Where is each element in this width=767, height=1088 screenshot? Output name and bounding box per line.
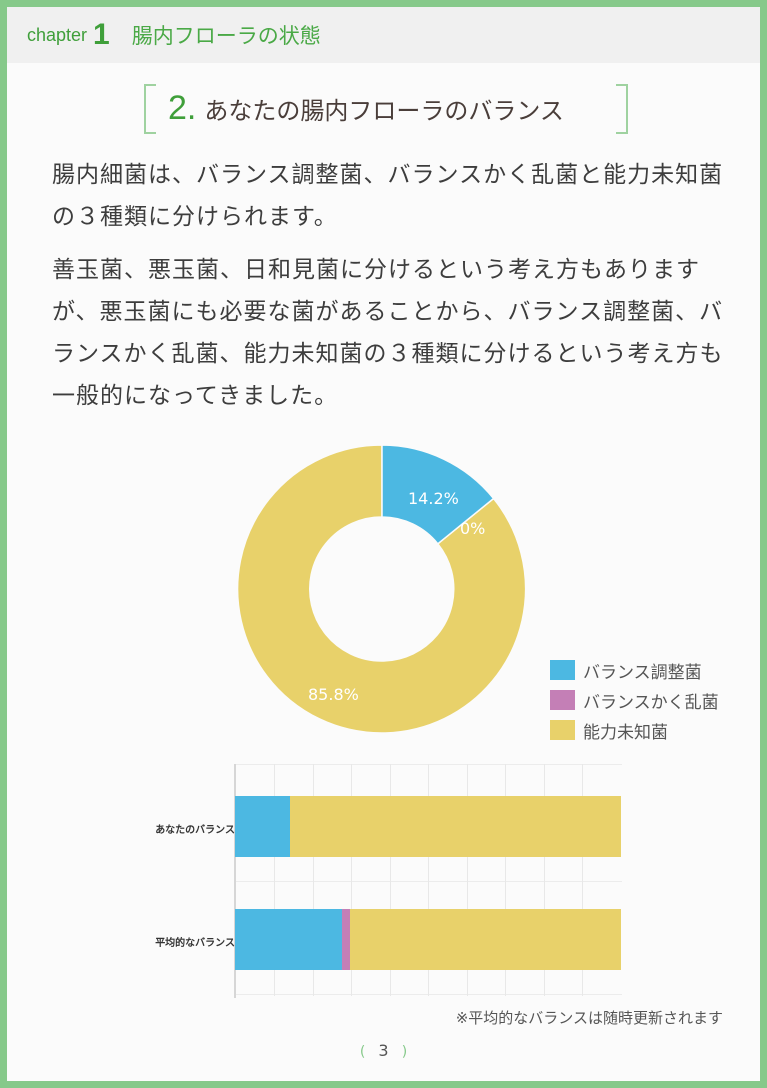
bar-segment-regulating	[235, 796, 290, 857]
gridline	[582, 764, 583, 996]
legend-label: バランスかく乱菌	[583, 692, 719, 713]
chart-legend: バランス調整菌 バランスかく乱菌 能力未知菌	[550, 655, 719, 745]
section-title: 2. あなたの腸内フローラのバランス	[138, 84, 628, 134]
chapter-title: 腸内フローラの状態	[131, 24, 321, 48]
bar-label-average: 平均的なバランス	[155, 938, 235, 949]
donut-slice-regulating	[381, 444, 495, 545]
bar-segment-regulating	[235, 909, 343, 970]
gridline	[313, 764, 314, 996]
page-paren-open: (	[359, 1044, 366, 1060]
chapter-header: chapter 1 腸内フローラの状態	[7, 7, 760, 63]
donut-chart-svg	[236, 444, 527, 734]
right-bracket-icon	[616, 84, 628, 134]
legend-item-disrupting: バランスかく乱菌	[550, 685, 719, 715]
bar-segment-unknown	[289, 796, 621, 857]
gridline	[505, 764, 506, 996]
page: chapter 1 腸内フローラの状態 2. あなたの腸内フローラのバランス 腸…	[7, 7, 760, 1081]
gridline	[390, 764, 391, 996]
donut-chart: 14.2% 0% 85.8%	[232, 439, 532, 739]
legend-label: 能力未知菌	[583, 722, 668, 743]
bar-segment-disrupting	[342, 909, 351, 970]
legend-swatch-yellow-icon	[550, 720, 575, 740]
gridline	[274, 764, 275, 996]
donut-label-regulating: 14.2%	[408, 489, 459, 508]
y-axis	[234, 764, 236, 998]
legend-swatch-purple-icon	[550, 690, 575, 710]
bar-row-average	[235, 909, 621, 970]
gridline	[467, 764, 468, 996]
legend-label: バランス調整菌	[583, 662, 702, 683]
left-bracket-icon	[144, 84, 156, 134]
donut-label-disrupting: 0%	[460, 519, 486, 538]
legend-item-regulating: バランス調整菌	[550, 655, 719, 685]
page-number: ( 3 )	[7, 1041, 760, 1060]
section-number: 2.	[168, 88, 197, 127]
update-note: ※平均的なバランスは随時更新されます	[455, 1009, 723, 1027]
gridline	[544, 764, 545, 996]
intro-paragraph: 腸内細菌は、バランス調整菌、バランスかく乱菌と能力未知菌の３種類に分けられます。	[52, 162, 724, 230]
bar-label-yours: あなたのバランス	[155, 825, 235, 836]
legend-item-unknown: 能力未知菌	[550, 715, 719, 745]
bar-row-yours	[235, 796, 621, 857]
page-number-value: 3	[378, 1041, 389, 1060]
explanation-paragraph: 善玉菌、悪玉菌、日和見菌に分けるという考え方もありますが、悪玉菌にも必要な菌があ…	[52, 257, 724, 409]
chapter-number: 1	[93, 18, 110, 51]
donut-label-unknown: 85.8%	[308, 685, 359, 704]
bar-segment-unknown	[350, 909, 621, 970]
gridline	[428, 764, 429, 996]
chapter-word: chapter	[27, 24, 88, 45]
section-heading: あなたの腸内フローラのバランス	[204, 96, 564, 125]
page-paren-close: )	[401, 1044, 408, 1060]
stacked-bar-chart: あなたのバランス 平均的なバランス	[135, 764, 635, 1004]
donut-slice-unknown	[236, 444, 527, 734]
legend-swatch-blue-icon	[550, 660, 575, 680]
gridline	[351, 764, 352, 996]
